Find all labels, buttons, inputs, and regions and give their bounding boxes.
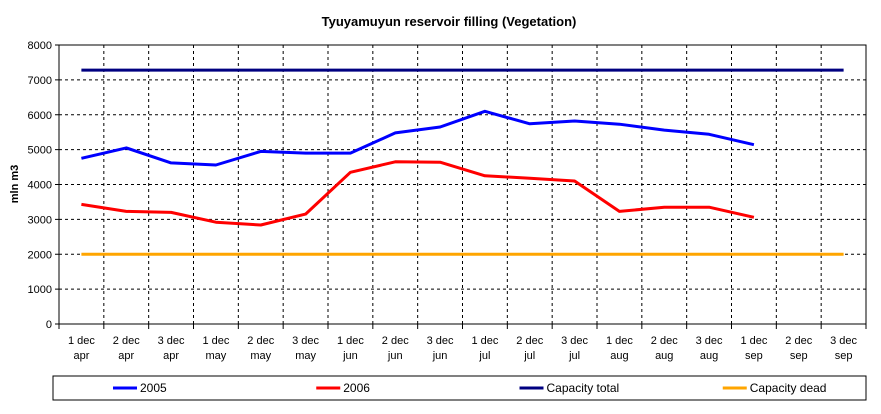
x-tick-label: 2 dec may: [247, 335, 274, 362]
x-tick-label: 1 dec jul: [471, 335, 498, 362]
chart-title: Tyuyamuyun reservoir filling (Vegetation…: [322, 14, 577, 29]
y-tick-label: 6000: [28, 110, 52, 122]
x-tick-label: 3 dec jun: [427, 335, 454, 362]
y-tick-label: 0: [46, 319, 52, 331]
x-tick-label: 1 dec jun: [337, 335, 364, 362]
legend-label: Capacity total: [547, 381, 620, 395]
y-tick-label: 2000: [28, 249, 52, 261]
series-line-1: [81, 109, 755, 167]
x-tick-label: 2 dec apr: [113, 335, 140, 362]
x-tick-label: 2 dec jul: [516, 335, 543, 362]
x-tick-label: 2 dec jun: [382, 335, 409, 362]
plot-area: 0 1000 2000 3000 4000 5000 6000 7000 8000 1 dec ap…: [28, 40, 867, 362]
y-tick-label: 8000: [28, 40, 52, 52]
legend-label: 2006: [343, 381, 370, 395]
x-tick-label: 1 dec apr: [68, 335, 95, 362]
x-tick-label: 2 dec aug: [651, 335, 678, 362]
x-tick-label: 3 dec may: [292, 335, 319, 362]
series-line-2: [81, 160, 755, 227]
x-tick-label: 1 dec may: [202, 335, 229, 362]
x-tick-label: 3 dec sep: [830, 335, 857, 362]
y-tick-label: 7000: [28, 75, 52, 87]
y-tick-label: 4000: [28, 180, 52, 192]
y-tick-label: 5000: [28, 145, 52, 157]
x-tick-label: 3 dec jul: [561, 335, 588, 362]
x-tick-label: 1 dec aug: [606, 335, 633, 362]
legend-label: Capacity dead: [750, 381, 827, 395]
x-tick-label: 2 dec sep: [785, 335, 812, 362]
x-tick-label: 1 dec sep: [740, 335, 767, 362]
x-tick-label: 3 dec aug: [696, 335, 723, 362]
y-tick-label: 3000: [28, 214, 52, 226]
y-axis-label: mln m3: [9, 165, 21, 204]
y-tick-label: 1000: [28, 284, 52, 296]
x-tick-label: 3 dec apr: [158, 335, 185, 362]
legend-label: 2005: [140, 381, 167, 395]
legend: 2005 2006 Capacity total Capacity dead: [52, 375, 867, 401]
